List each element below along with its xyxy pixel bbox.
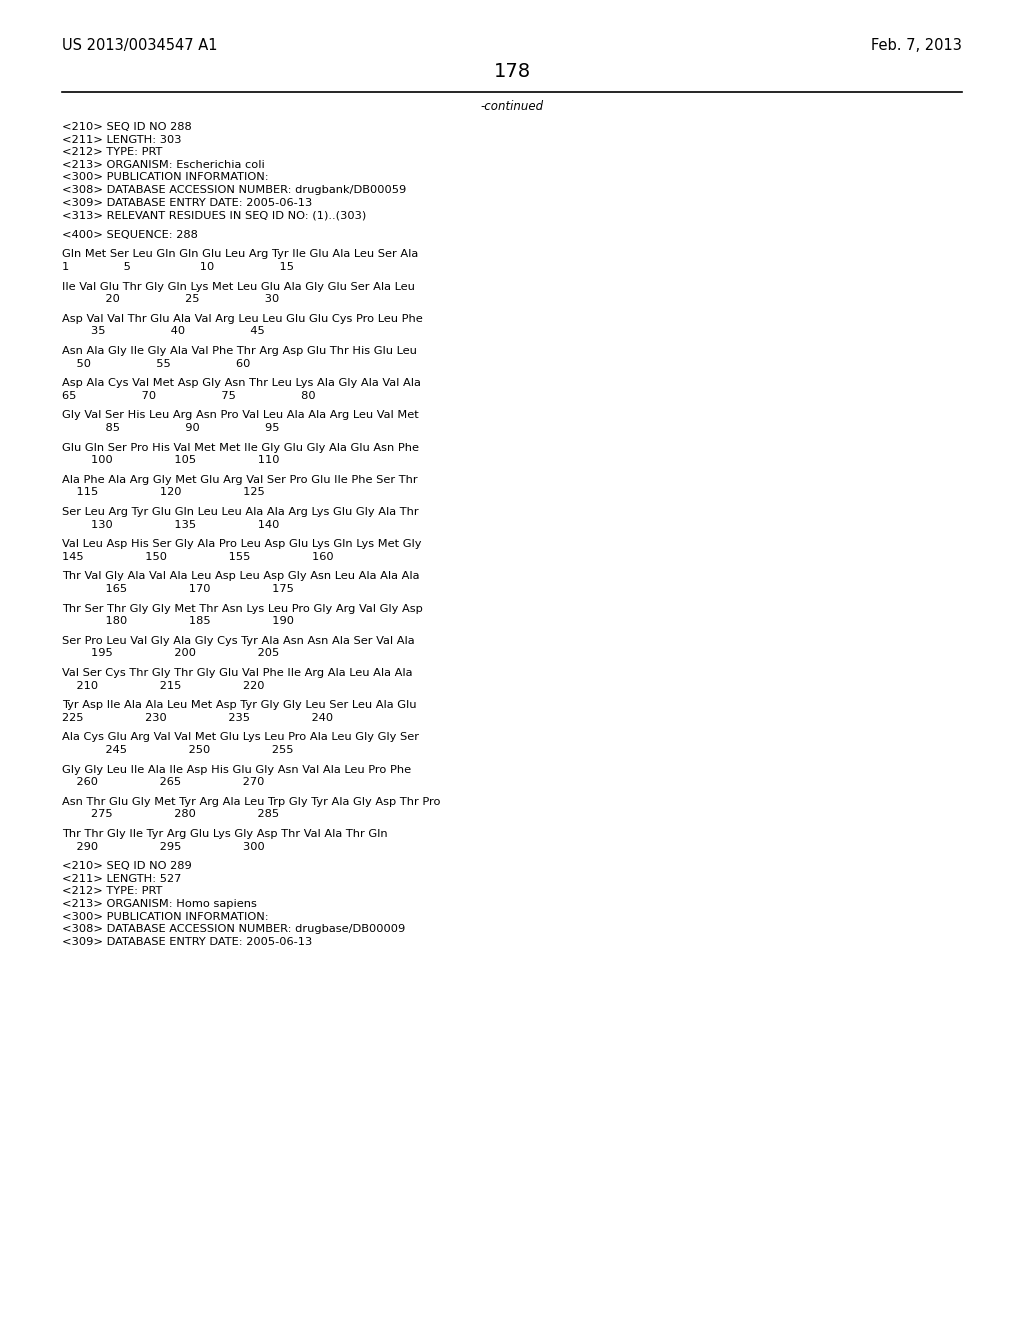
Text: 1               5                   10                  15: 1 5 10 15	[62, 261, 294, 272]
Text: Ser Leu Arg Tyr Glu Gln Leu Leu Ala Ala Arg Lys Glu Gly Ala Thr: Ser Leu Arg Tyr Glu Gln Leu Leu Ala Ala …	[62, 507, 419, 517]
Text: <212> TYPE: PRT: <212> TYPE: PRT	[62, 148, 163, 157]
Text: 180                 185                 190: 180 185 190	[62, 616, 294, 626]
Text: <309> DATABASE ENTRY DATE: 2005-06-13: <309> DATABASE ENTRY DATE: 2005-06-13	[62, 198, 312, 207]
Text: <210> SEQ ID NO 289: <210> SEQ ID NO 289	[62, 861, 191, 871]
Text: 260                 265                 270: 260 265 270	[62, 777, 264, 787]
Text: 275                 280                 285: 275 280 285	[62, 809, 280, 820]
Text: <211> LENGTH: 303: <211> LENGTH: 303	[62, 135, 181, 145]
Text: <309> DATABASE ENTRY DATE: 2005-06-13: <309> DATABASE ENTRY DATE: 2005-06-13	[62, 937, 312, 946]
Text: Ala Cys Glu Arg Val Val Met Glu Lys Leu Pro Ala Leu Gly Gly Ser: Ala Cys Glu Arg Val Val Met Glu Lys Leu …	[62, 733, 419, 742]
Text: US 2013/0034547 A1: US 2013/0034547 A1	[62, 38, 217, 53]
Text: 225                 230                 235                 240: 225 230 235 240	[62, 713, 333, 723]
Text: Glu Gln Ser Pro His Val Met Met Ile Gly Glu Gly Ala Glu Asn Phe: Glu Gln Ser Pro His Val Met Met Ile Gly …	[62, 442, 419, 453]
Text: -continued: -continued	[480, 100, 544, 114]
Text: <212> TYPE: PRT: <212> TYPE: PRT	[62, 887, 163, 896]
Text: <211> LENGTH: 527: <211> LENGTH: 527	[62, 874, 181, 884]
Text: <308> DATABASE ACCESSION NUMBER: drugbase/DB00009: <308> DATABASE ACCESSION NUMBER: drugbas…	[62, 924, 406, 935]
Text: Thr Thr Gly Ile Tyr Arg Glu Lys Gly Asp Thr Val Ala Thr Gln: Thr Thr Gly Ile Tyr Arg Glu Lys Gly Asp …	[62, 829, 388, 840]
Text: <300> PUBLICATION INFORMATION:: <300> PUBLICATION INFORMATION:	[62, 173, 268, 182]
Text: 35                  40                  45: 35 40 45	[62, 326, 265, 337]
Text: Gly Gly Leu Ile Ala Ile Asp His Glu Gly Asn Val Ala Leu Pro Phe: Gly Gly Leu Ile Ala Ile Asp His Glu Gly …	[62, 764, 411, 775]
Text: 165                 170                 175: 165 170 175	[62, 583, 294, 594]
Text: 178: 178	[494, 62, 530, 81]
Text: 210                 215                 220: 210 215 220	[62, 681, 264, 690]
Text: 20                  25                  30: 20 25 30	[62, 294, 280, 304]
Text: <300> PUBLICATION INFORMATION:: <300> PUBLICATION INFORMATION:	[62, 912, 268, 921]
Text: 65                  70                  75                  80: 65 70 75 80	[62, 391, 315, 401]
Text: <313> RELEVANT RESIDUES IN SEQ ID NO: (1)..(303): <313> RELEVANT RESIDUES IN SEQ ID NO: (1…	[62, 210, 367, 220]
Text: 85                  90                  95: 85 90 95	[62, 422, 280, 433]
Text: Ile Val Glu Thr Gly Gln Lys Met Leu Glu Ala Gly Glu Ser Ala Leu: Ile Val Glu Thr Gly Gln Lys Met Leu Glu …	[62, 281, 415, 292]
Text: <210> SEQ ID NO 288: <210> SEQ ID NO 288	[62, 121, 191, 132]
Text: Gln Met Ser Leu Gln Gln Glu Leu Arg Tyr Ile Glu Ala Leu Ser Ala: Gln Met Ser Leu Gln Gln Glu Leu Arg Tyr …	[62, 249, 418, 260]
Text: <308> DATABASE ACCESSION NUMBER: drugbank/DB00059: <308> DATABASE ACCESSION NUMBER: drugban…	[62, 185, 407, 195]
Text: Ala Phe Ala Arg Gly Met Glu Arg Val Ser Pro Glu Ile Phe Ser Thr: Ala Phe Ala Arg Gly Met Glu Arg Val Ser …	[62, 475, 418, 484]
Text: Thr Val Gly Ala Val Ala Leu Asp Leu Asp Gly Asn Leu Ala Ala Ala: Thr Val Gly Ala Val Ala Leu Asp Leu Asp …	[62, 572, 420, 581]
Text: 100                 105                 110: 100 105 110	[62, 455, 280, 465]
Text: <400> SEQUENCE: 288: <400> SEQUENCE: 288	[62, 230, 198, 240]
Text: 145                 150                 155                 160: 145 150 155 160	[62, 552, 334, 562]
Text: Asp Val Val Thr Glu Ala Val Arg Leu Leu Glu Glu Cys Pro Leu Phe: Asp Val Val Thr Glu Ala Val Arg Leu Leu …	[62, 314, 423, 323]
Text: 115                 120                 125: 115 120 125	[62, 487, 265, 498]
Text: Val Ser Cys Thr Gly Thr Gly Glu Val Phe Ile Arg Ala Leu Ala Ala: Val Ser Cys Thr Gly Thr Gly Glu Val Phe …	[62, 668, 413, 678]
Text: <213> ORGANISM: Escherichia coli: <213> ORGANISM: Escherichia coli	[62, 160, 265, 170]
Text: Ser Pro Leu Val Gly Ala Gly Cys Tyr Ala Asn Asn Ala Ser Val Ala: Ser Pro Leu Val Gly Ala Gly Cys Tyr Ala …	[62, 636, 415, 645]
Text: Thr Ser Thr Gly Gly Met Thr Asn Lys Leu Pro Gly Arg Val Gly Asp: Thr Ser Thr Gly Gly Met Thr Asn Lys Leu …	[62, 603, 423, 614]
Text: Feb. 7, 2013: Feb. 7, 2013	[871, 38, 962, 53]
Text: Tyr Asp Ile Ala Ala Leu Met Asp Tyr Gly Gly Leu Ser Leu Ala Glu: Tyr Asp Ile Ala Ala Leu Met Asp Tyr Gly …	[62, 700, 417, 710]
Text: Asn Ala Gly Ile Gly Ala Val Phe Thr Arg Asp Glu Thr His Glu Leu: Asn Ala Gly Ile Gly Ala Val Phe Thr Arg …	[62, 346, 417, 356]
Text: 50                  55                  60: 50 55 60	[62, 359, 251, 368]
Text: 195                 200                 205: 195 200 205	[62, 648, 280, 659]
Text: 290                 295                 300: 290 295 300	[62, 842, 265, 851]
Text: 245                 250                 255: 245 250 255	[62, 744, 294, 755]
Text: Asp Ala Cys Val Met Asp Gly Asn Thr Leu Lys Ala Gly Ala Val Ala: Asp Ala Cys Val Met Asp Gly Asn Thr Leu …	[62, 379, 421, 388]
Text: Asn Thr Glu Gly Met Tyr Arg Ala Leu Trp Gly Tyr Ala Gly Asp Thr Pro: Asn Thr Glu Gly Met Tyr Arg Ala Leu Trp …	[62, 797, 440, 807]
Text: Gly Val Ser His Leu Arg Asn Pro Val Leu Ala Ala Arg Leu Val Met: Gly Val Ser His Leu Arg Asn Pro Val Leu …	[62, 411, 419, 420]
Text: Val Leu Asp His Ser Gly Ala Pro Leu Asp Glu Lys Gln Lys Met Gly: Val Leu Asp His Ser Gly Ala Pro Leu Asp …	[62, 539, 422, 549]
Text: <213> ORGANISM: Homo sapiens: <213> ORGANISM: Homo sapiens	[62, 899, 257, 909]
Text: 130                 135                 140: 130 135 140	[62, 520, 280, 529]
